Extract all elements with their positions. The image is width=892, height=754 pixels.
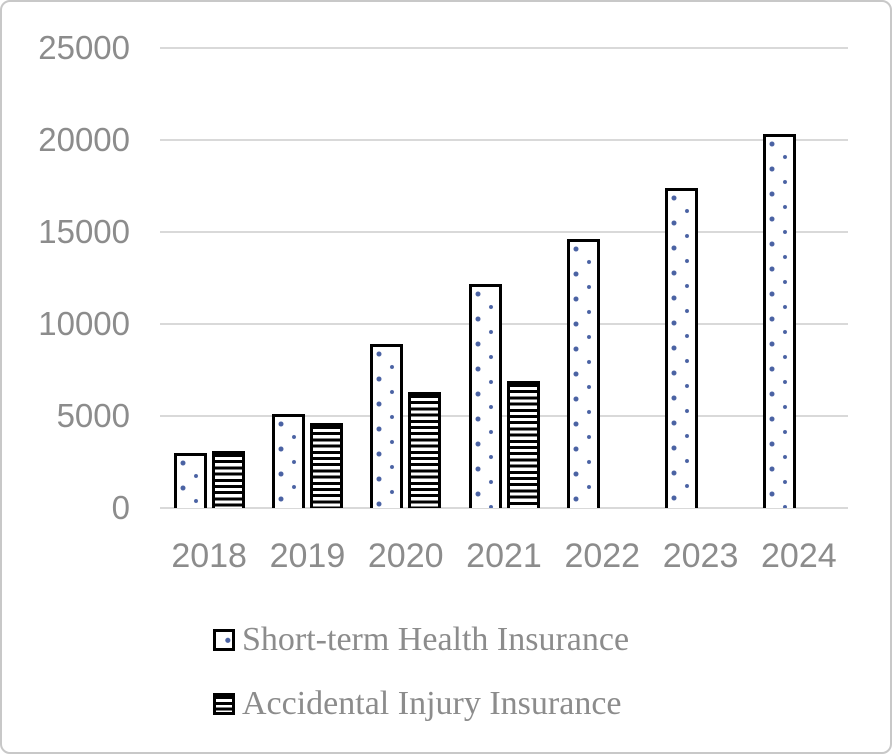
y-tick-label: 5000 [56,397,130,434]
x-tick-label-2019: 2019 [269,537,346,575]
bar-2019-series-2 [309,423,343,508]
bar-2020-series-2 [408,392,442,508]
bar-2018-series-1 [173,452,207,508]
y-tick-label: 15000 [38,213,130,250]
x-axis-line [160,507,848,509]
legend-label: Short-term Health Insurance [242,621,630,658]
x-tick-label-2020: 2020 [367,537,444,575]
y-tick-label: 0 [111,489,130,526]
gridline [160,415,848,417]
x-tick-label-2021: 2021 [466,537,542,575]
chart-legend: Short-term Health Insurance Accidental In… [213,618,629,746]
x-tick-label-2022: 2022 [564,537,641,575]
legend-label: Accidental Injury Insurance [242,685,622,722]
y-tick-label: 10000 [38,305,130,342]
y-tick-label: 25000 [38,29,130,66]
dotted-pattern-swatch-icon [213,629,235,651]
gridline [160,47,848,49]
legend-item-hlines: Accidental Injury Insurance [213,682,629,726]
gridline [160,323,848,325]
bar-2024-series-1 [763,134,797,508]
bar-2021-series-1 [468,283,502,508]
gridline [160,231,848,233]
bar-2022-series-1 [566,239,600,508]
bar-2019-series-1 [271,414,305,508]
gridline [160,139,848,141]
bar-2020-series-1 [370,344,404,508]
striped-pattern-swatch-icon [213,693,235,715]
x-tick-label-2018: 2018 [171,537,247,575]
legend-item-dots: Short-term Health Insurance [213,618,629,662]
bar-2018-series-2 [211,450,245,508]
x-tick-label-2024: 2024 [761,537,837,575]
x-tick-label-2023: 2023 [662,537,739,575]
y-tick-label: 20000 [38,121,130,158]
plot-area [160,47,848,509]
bar-2021-series-2 [506,381,540,508]
bar-2023-series-1 [665,187,699,508]
